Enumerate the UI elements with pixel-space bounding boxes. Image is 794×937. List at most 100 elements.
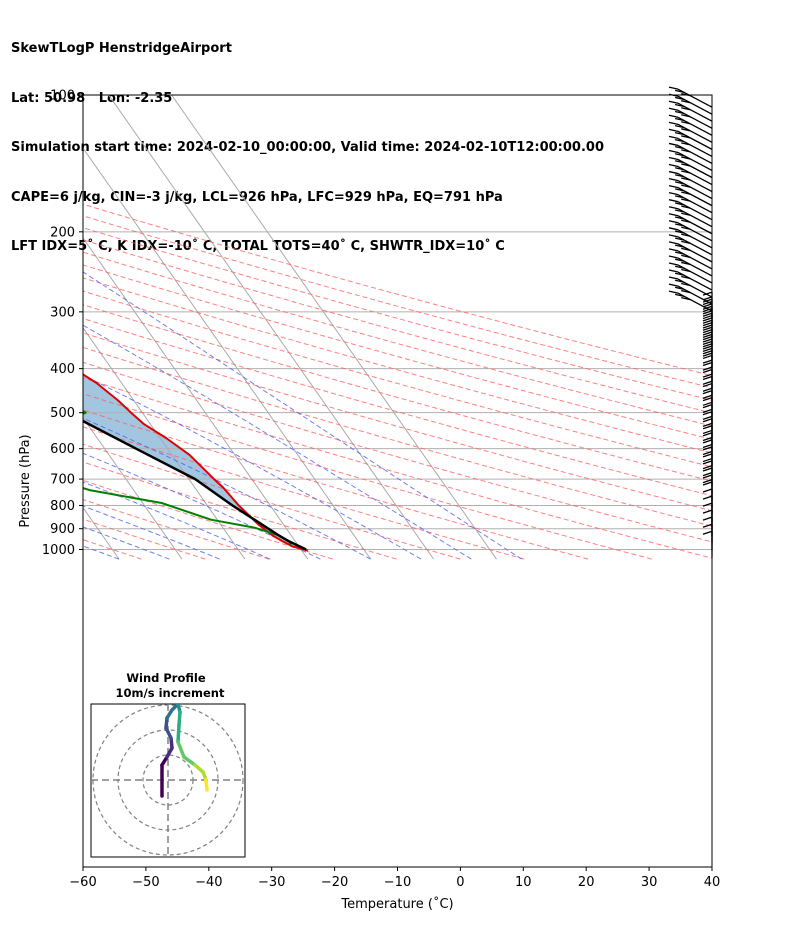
wind-barb-flag — [702, 296, 713, 301]
profile-lines — [83, 373, 309, 552]
x-tick-label: −30 — [258, 875, 285, 890]
wind-barb-flag — [668, 255, 679, 259]
wind-barb-flag — [674, 96, 685, 101]
wind-barb-flag — [702, 389, 713, 395]
wind-barb-flag — [674, 209, 685, 213]
wind-barb-flag — [681, 156, 691, 160]
hodograph-trace-segment — [193, 763, 205, 774]
x-tick-label: −10 — [384, 875, 411, 890]
moist-adiabat-line — [83, 324, 472, 560]
wind-barb-flag — [668, 192, 679, 196]
wind-barb-flag — [702, 375, 713, 381]
hodograph-trace-segment — [182, 755, 197, 767]
dry-adiabat-line — [83, 215, 712, 389]
wind-barb-flag — [674, 124, 685, 129]
wind-barb-flag — [702, 300, 713, 306]
wind-barb-flag — [702, 329, 713, 334]
wind-barb-flag — [674, 279, 685, 283]
dry-adiabat-line — [83, 426, 525, 560]
wind-barb-flag — [681, 149, 691, 153]
wind-barb-flag — [702, 408, 713, 413]
dry-adiabat-line — [83, 304, 712, 482]
wind-barb-flag — [681, 191, 691, 195]
moist-adiabat-line — [83, 481, 271, 560]
wind-barb-flag — [702, 397, 713, 402]
wind-barb-flag — [702, 359, 713, 364]
wind-barb-flag — [702, 307, 713, 313]
wind-barb-flag — [681, 198, 691, 202]
wind-barb-flag — [702, 321, 713, 327]
parcel-line — [83, 419, 307, 551]
wind-barb-flag — [674, 174, 685, 178]
hodograph-trace-segment — [176, 740, 186, 759]
wind-barb-flag — [681, 247, 691, 251]
isotherm-line — [171, 95, 497, 560]
header-index-line: LFT IDX=5˚ C, K IDX=-10˚ C, TOTAL TOTS=4… — [11, 239, 505, 254]
isotherm-line — [83, 416, 183, 560]
moist-adiabat-line — [83, 417, 371, 560]
wind-barb-flag — [668, 100, 679, 104]
wind-barb-flag — [681, 177, 691, 181]
wind-profile-inset: Wind Profile 10m/s increment — [90, 671, 246, 858]
wind-barb-flag — [702, 317, 713, 322]
wind-barb-flag — [702, 298, 713, 303]
inset-title: Wind Profile — [126, 671, 206, 685]
wind-barb-flag — [674, 223, 685, 227]
wind-barb-flag — [668, 290, 679, 294]
dry-adiabat-line — [83, 317, 712, 497]
wind-barb-flag — [702, 380, 713, 385]
wind-barb-flag — [702, 530, 713, 535]
wind-barb-flag — [668, 283, 679, 287]
wind-barb-flag — [702, 394, 713, 399]
header-title: SkewTLogP HenstridgeAirport — [11, 41, 232, 56]
wind-barb-flag — [702, 446, 713, 451]
wind-barb-flag — [668, 184, 679, 189]
wind-barb-flag — [681, 184, 691, 188]
wind-barb-flag — [668, 86, 679, 90]
wind-barb-flag — [681, 233, 691, 237]
x-tick-label: 10 — [515, 875, 532, 890]
wind-barb-flag — [702, 345, 713, 350]
wind-barb-flag — [681, 100, 691, 104]
wind-barb-flag — [674, 195, 685, 199]
wind-barb-flag — [668, 170, 679, 175]
wind-barb-flag — [674, 181, 685, 185]
inset-plot — [91, 704, 245, 857]
dry-adiabat-line — [83, 443, 461, 560]
wind-barb-flag — [702, 453, 713, 458]
moist-adiabat-line — [83, 374, 422, 560]
dry-adiabat-line — [83, 290, 712, 468]
dry-adiabats — [83, 203, 712, 560]
wind-barb-flag — [702, 340, 713, 345]
wind-barb-flag — [702, 502, 713, 507]
wind-barb-flag — [668, 248, 679, 252]
dry-adiabat-line — [83, 277, 712, 454]
wind-barb-flag — [674, 160, 685, 164]
wind-barb-flag — [668, 142, 679, 147]
wind-barb-flag — [681, 142, 691, 146]
hodograph-trace-segment — [164, 726, 173, 740]
y-axis-ticks: 100 200 300 400 500 600 700 800 900 1000 — [42, 89, 83, 558]
dry-adiabat-line — [83, 227, 712, 401]
dewpoint-line — [83, 409, 293, 546]
isotherm-line — [83, 237, 309, 560]
wind-barb-flag — [668, 135, 679, 140]
wind-barb-flag — [668, 227, 679, 231]
wind-barb-flag — [702, 373, 713, 378]
wind-barb-flag — [702, 429, 713, 435]
wind-barb-flag — [681, 261, 691, 266]
wind-barb-flag — [702, 326, 713, 331]
dry-adiabat-line — [83, 518, 206, 560]
dry-adiabat-line — [83, 498, 270, 560]
x-tick-label: 40 — [704, 875, 721, 890]
x-tick-label: −20 — [321, 875, 348, 890]
wind-barb-flag — [668, 199, 679, 203]
wind-barb-flag — [681, 240, 691, 244]
wind-barb-flag — [674, 293, 685, 297]
wind-barb-flag — [681, 128, 691, 132]
wind-barb-flag — [702, 436, 713, 442]
y-axis-label: Pressure (hPa) — [18, 434, 33, 527]
header-times: Simulation start time: 2024-02-10_00:00:… — [11, 140, 604, 155]
wind-barb-flag — [702, 467, 713, 472]
